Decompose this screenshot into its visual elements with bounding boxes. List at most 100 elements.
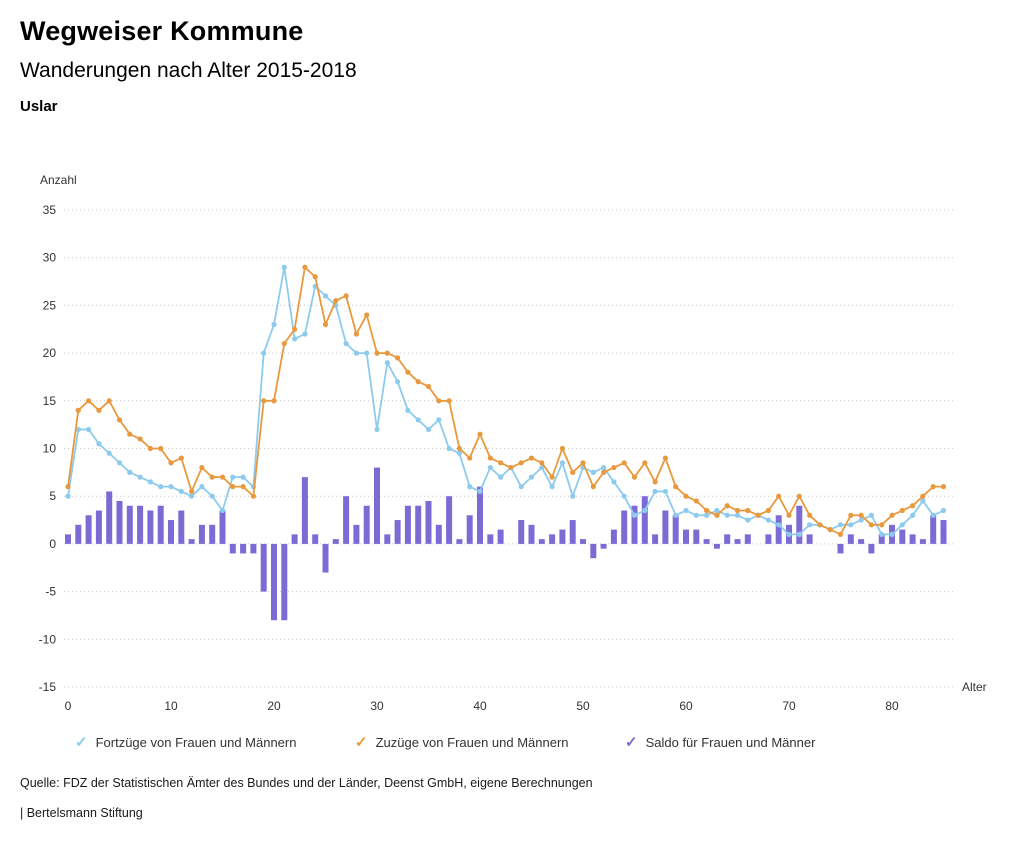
zuzuege-point [395,355,401,361]
zuzuege-point [65,484,71,490]
zuzuege-point [168,460,174,466]
legend-item-zuzuege[interactable]: ✓ Zuzüge von Frauen und Männern [355,735,569,750]
fortzuege-point [415,417,421,423]
saldo-bar [95,510,102,544]
fortzuege-point [487,464,493,471]
saldo-bar [559,529,566,544]
fortzuege-point [199,484,205,490]
fortzuege-point [807,522,813,528]
fortzuege-point [261,350,267,356]
zuzuege-point [889,512,895,518]
saldo-bar [734,539,741,544]
zuzuege-point [765,507,772,514]
zuzuege-point [384,350,390,356]
fortzuege-point [745,517,751,523]
check-icon: ✓ [625,734,638,751]
saldo-bar [374,467,380,544]
fortzuege-point [590,469,596,475]
zuzuege-point [807,512,813,518]
saldo-bar [466,515,473,544]
fortzuege-point [271,321,277,328]
fortzuege-point [281,264,287,270]
y-tick-label: -15 [39,680,57,694]
fortzuege-point [693,512,699,518]
fortzuege-point [384,360,390,366]
fortzuege-point [147,479,153,485]
zuzuege-point [333,298,339,304]
x-tick-label: 50 [576,699,590,713]
saldo-bar [621,510,628,544]
zuzuege-point [590,484,596,490]
fortzuege-point [673,512,679,518]
zuzuege-point [374,350,380,356]
fortzuege-point [910,512,916,518]
fortzuege-point [477,488,483,495]
saldo-bar [281,543,288,621]
fortzuege-point [683,507,689,514]
zuzuege-point [178,455,184,461]
zuzuege-point [776,493,782,499]
saldo-bar [878,534,885,544]
zuzuege-point [940,484,947,490]
zuzuege-point [920,493,926,499]
zuzuege-point [879,522,885,528]
zuzuege-point [910,503,916,509]
fortzuege-point [86,426,92,433]
fortzuege-point [559,460,566,466]
fortzuege-point [374,426,380,433]
zuzuege-point [415,379,421,385]
zuzuege-point [364,312,370,318]
zuzuege-point [755,512,761,518]
legend-item-fortzuege[interactable]: ✓ Fortzüge von Frauen und Männern [75,735,296,750]
saldo-bar [662,510,669,544]
zuzuege-point [219,474,226,480]
fortzuege-point [899,522,905,528]
saldo-bar [147,510,154,544]
fortzuege-point [425,426,432,433]
saldo-bar [868,543,875,554]
saldo-bar [250,543,257,554]
saldo-bar [631,505,638,544]
zuzuege-point [796,493,802,499]
fortzuege-point [662,488,669,495]
zuzuege-point [518,460,524,466]
zuzuege-point [292,326,298,332]
zuzuege-point [580,460,586,466]
fortzuege-point [343,340,349,347]
zuzuege-point [446,398,452,404]
fortzuege-point [652,488,658,495]
fortzuege-point [765,517,772,523]
fortzuege-point [858,517,864,523]
saldo-bar [497,529,504,544]
saldo-bar [168,520,174,544]
fortzuege-point [292,336,298,342]
fortzuege-point [549,484,555,490]
zuzuege-point [343,293,349,299]
saldo-bar [188,539,195,544]
saldo-bar [312,534,319,544]
zuzuege-point [250,493,256,499]
fortzuege-point [868,512,875,518]
fortzuege-point [436,417,442,423]
x-tick-label: 20 [267,699,281,713]
check-icon: ✓ [75,734,88,751]
zuzuege-point [673,484,679,490]
zuzuege-point [498,460,504,466]
zuzuege-point [436,398,442,404]
saldo-bar [240,543,247,554]
zuzuege-point [652,479,658,485]
y-tick-label: 20 [43,346,57,360]
saldo-bar [415,505,422,544]
saldo-bar [116,500,123,544]
saldo-bar [291,534,298,544]
saldo-bar [487,534,494,544]
fortzuege-point [240,474,246,480]
saldo-bar [919,539,926,544]
fortzuege-point [158,484,164,490]
fortzuege-point [734,512,741,518]
legend-item-saldo[interactable]: ✓ Saldo für Frauen und Männer [625,735,815,750]
x-tick-label: 70 [782,699,796,713]
zuzuege-point [683,493,689,499]
zuzuege-point [559,445,566,452]
